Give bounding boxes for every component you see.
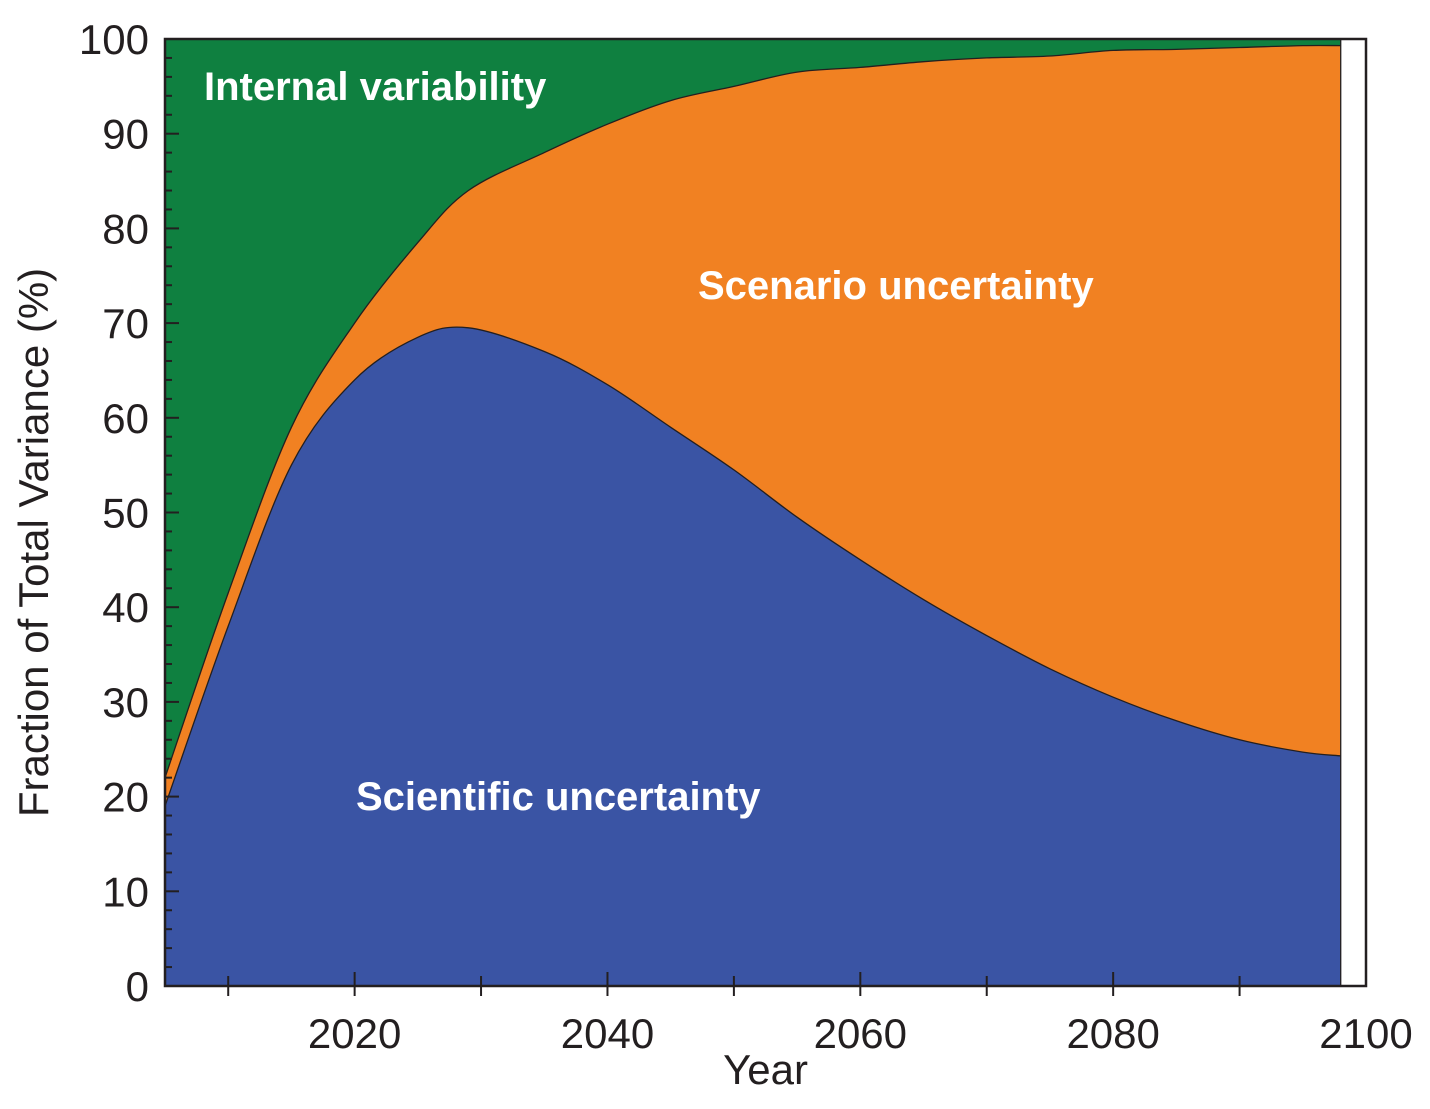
- y-tick-label: 80: [102, 205, 149, 252]
- series-boundaries: [164, 39, 1342, 986]
- x-tick-label: 2060: [814, 1010, 907, 1057]
- y-tick-label: 20: [102, 774, 149, 821]
- x-tick-label: 2100: [1319, 1010, 1412, 1057]
- area-scientific-uncertainty: [165, 327, 1341, 986]
- axis-ticks: [165, 38, 1241, 996]
- y-tick-label: 10: [102, 868, 149, 915]
- x-tick-label: 2080: [1066, 1010, 1159, 1057]
- x-tick-label: 2040: [561, 1010, 654, 1057]
- y-tick-label: 100: [79, 16, 149, 63]
- area-scenario-uncertainty: [165, 45, 1341, 807]
- area-internal-variability: [165, 39, 1341, 778]
- stacked-areas: [165, 39, 1341, 986]
- boundary-scientific-uncertainty: [164, 326, 1341, 807]
- y-tick-label: 90: [102, 111, 149, 158]
- x-tick-label: 2020: [308, 1010, 401, 1057]
- y-tick-labels: 0 10 20 30 40 50 60 70 80 90 100: [79, 16, 149, 1010]
- y-tick-label: 0: [126, 963, 149, 1010]
- x-axis-title: Year: [723, 1046, 808, 1093]
- scientific-uncertainty-label: Scientific uncertainty: [356, 775, 761, 819]
- scenario-uncertainty-label: Scenario uncertainty: [698, 264, 1094, 308]
- y-tick-label: 60: [102, 395, 149, 442]
- y-tick-label: 40: [102, 584, 149, 631]
- y-tick-label: 30: [102, 679, 149, 726]
- y-tick-label: 50: [102, 490, 149, 537]
- y-axis-title: Fraction of Total Variance (%): [10, 268, 57, 817]
- y-tick-label: 70: [102, 300, 149, 347]
- boundary-scenario-uncertainty: [164, 44, 1341, 778]
- internal-variability-label: Internal variability: [204, 65, 547, 109]
- x-tick-labels: 2020 2040 2060 2080 2100: [308, 1010, 1413, 1057]
